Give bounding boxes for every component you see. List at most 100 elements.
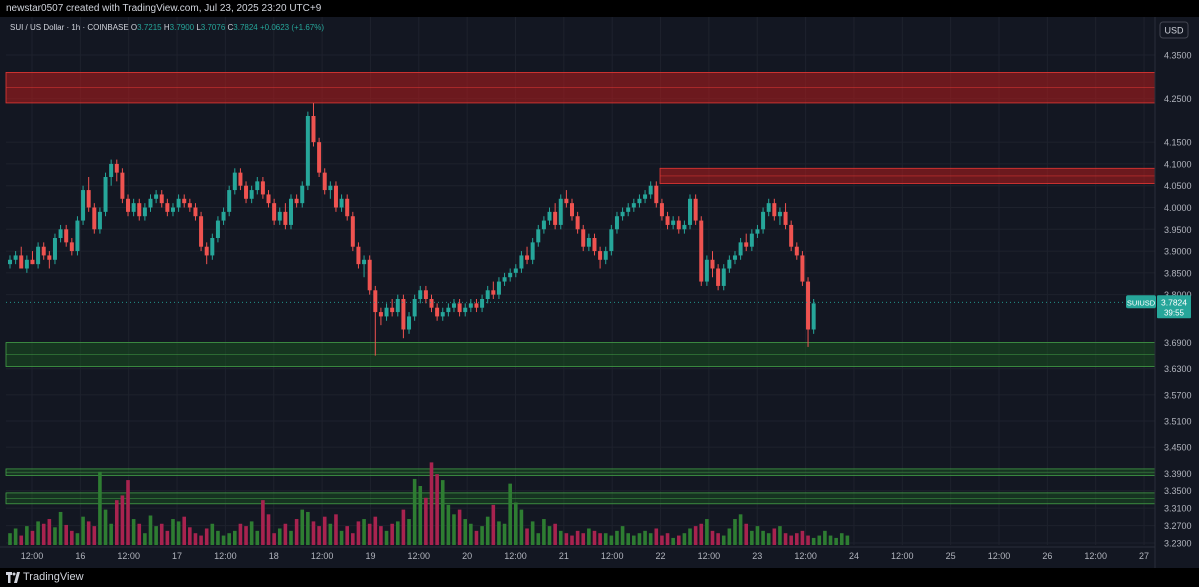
candle bbox=[688, 194, 693, 230]
volume-bar bbox=[457, 509, 462, 545]
legend-close-label: C bbox=[228, 23, 234, 32]
volume-bar bbox=[755, 526, 760, 545]
volume-bar bbox=[682, 533, 687, 545]
volume-bar bbox=[300, 509, 305, 545]
candle bbox=[64, 224, 69, 247]
currency-button[interactable]: USD bbox=[1159, 21, 1189, 39]
candle-body bbox=[193, 207, 198, 217]
volume-bar bbox=[665, 533, 670, 545]
price-tick-label: 4.0500 bbox=[1164, 181, 1192, 191]
candle bbox=[176, 194, 181, 212]
volume-bar bbox=[519, 509, 524, 545]
candle bbox=[491, 281, 496, 299]
candle bbox=[58, 224, 63, 243]
volume-bar bbox=[721, 535, 726, 545]
candle bbox=[671, 216, 676, 230]
candlestick-chart[interactable]: 4.3500 4.2500 4.1500 4.1000 4.0500 4.0000 3.95… bbox=[0, 17, 1199, 568]
volume-bar bbox=[710, 530, 715, 545]
candle bbox=[19, 246, 24, 269]
volume-bar bbox=[727, 528, 732, 545]
volume-bar bbox=[390, 523, 394, 545]
candle bbox=[142, 203, 147, 221]
price-tick-label: 3.9000 bbox=[1164, 247, 1192, 257]
volume-bar bbox=[204, 528, 209, 545]
time-tick-label: 12:00 bbox=[504, 551, 527, 561]
candle bbox=[126, 194, 131, 217]
volume-bar bbox=[508, 483, 512, 545]
volume-bar bbox=[120, 495, 125, 545]
volume-bar bbox=[452, 514, 456, 545]
volume-bar bbox=[126, 480, 130, 545]
candle-body bbox=[311, 116, 316, 143]
candle-body bbox=[772, 203, 777, 217]
candle bbox=[92, 203, 97, 234]
volume-bar bbox=[255, 530, 260, 545]
price-tick-label: 4.1000 bbox=[1164, 159, 1192, 169]
candle bbox=[637, 194, 642, 208]
volume-bar bbox=[615, 530, 619, 545]
candle-body bbox=[165, 203, 170, 212]
candle-body bbox=[598, 251, 603, 260]
candle-body bbox=[407, 316, 412, 330]
legend-open-value: 3.7215 bbox=[137, 23, 164, 32]
candle bbox=[120, 168, 125, 204]
candle bbox=[36, 242, 41, 269]
candle bbox=[659, 198, 664, 221]
candle-body bbox=[199, 216, 204, 247]
legend-low-value: 3.7076 bbox=[201, 23, 228, 32]
candle-body bbox=[744, 242, 749, 247]
candle-body bbox=[126, 198, 131, 212]
time-tick-label: 12:00 bbox=[408, 551, 431, 561]
candle-body bbox=[749, 233, 754, 247]
candle bbox=[704, 255, 709, 286]
candle bbox=[137, 198, 142, 221]
candle-body bbox=[333, 185, 338, 208]
volume-bar bbox=[210, 523, 215, 545]
candle bbox=[300, 181, 305, 208]
candle bbox=[266, 190, 271, 208]
volume-bar bbox=[47, 519, 52, 545]
volume-bar bbox=[502, 523, 507, 545]
symbol-tag-label: SUIUSD bbox=[1127, 298, 1156, 307]
candle bbox=[451, 299, 456, 313]
candle bbox=[154, 190, 159, 204]
volume-bar bbox=[272, 533, 276, 545]
volume-bar bbox=[744, 523, 749, 545]
candle bbox=[378, 307, 383, 326]
candle-body bbox=[401, 299, 406, 330]
candle bbox=[373, 285, 378, 356]
candle-body bbox=[440, 312, 445, 317]
volume-bar bbox=[356, 521, 361, 545]
legend-high-label: H bbox=[164, 23, 170, 32]
candle bbox=[350, 211, 355, 252]
candle bbox=[727, 255, 732, 273]
volume-bar bbox=[182, 516, 187, 545]
candle-body bbox=[603, 251, 608, 260]
candle bbox=[255, 177, 260, 195]
chart-area[interactable]: 4.3500 4.2500 4.1500 4.1000 4.0500 4.0000 3.95… bbox=[0, 17, 1199, 568]
price-tick-label: 3.5700 bbox=[1164, 390, 1192, 400]
volume-bar bbox=[148, 515, 153, 545]
legend-open-label: O bbox=[131, 23, 137, 32]
volume-bar bbox=[176, 521, 181, 545]
supply-zone bbox=[5, 72, 1156, 104]
candle-body bbox=[626, 207, 631, 212]
volume-bar bbox=[328, 523, 333, 545]
candle-body bbox=[451, 303, 456, 308]
volume-bar bbox=[733, 519, 737, 545]
candle-body bbox=[631, 203, 636, 208]
volume-bar bbox=[294, 519, 299, 545]
candle-body bbox=[92, 207, 97, 230]
volume-bar bbox=[761, 530, 765, 545]
volume-bar bbox=[283, 523, 288, 545]
candle bbox=[614, 211, 619, 234]
price-tick-label: 3.3900 bbox=[1164, 469, 1192, 479]
candle bbox=[446, 303, 451, 317]
candle-body bbox=[154, 194, 159, 199]
volume-bar bbox=[216, 530, 220, 545]
price-tag-countdown: 39:55 bbox=[1164, 308, 1185, 317]
candle-body bbox=[41, 246, 46, 256]
candle-body bbox=[52, 238, 57, 260]
volume-bar bbox=[249, 521, 254, 545]
